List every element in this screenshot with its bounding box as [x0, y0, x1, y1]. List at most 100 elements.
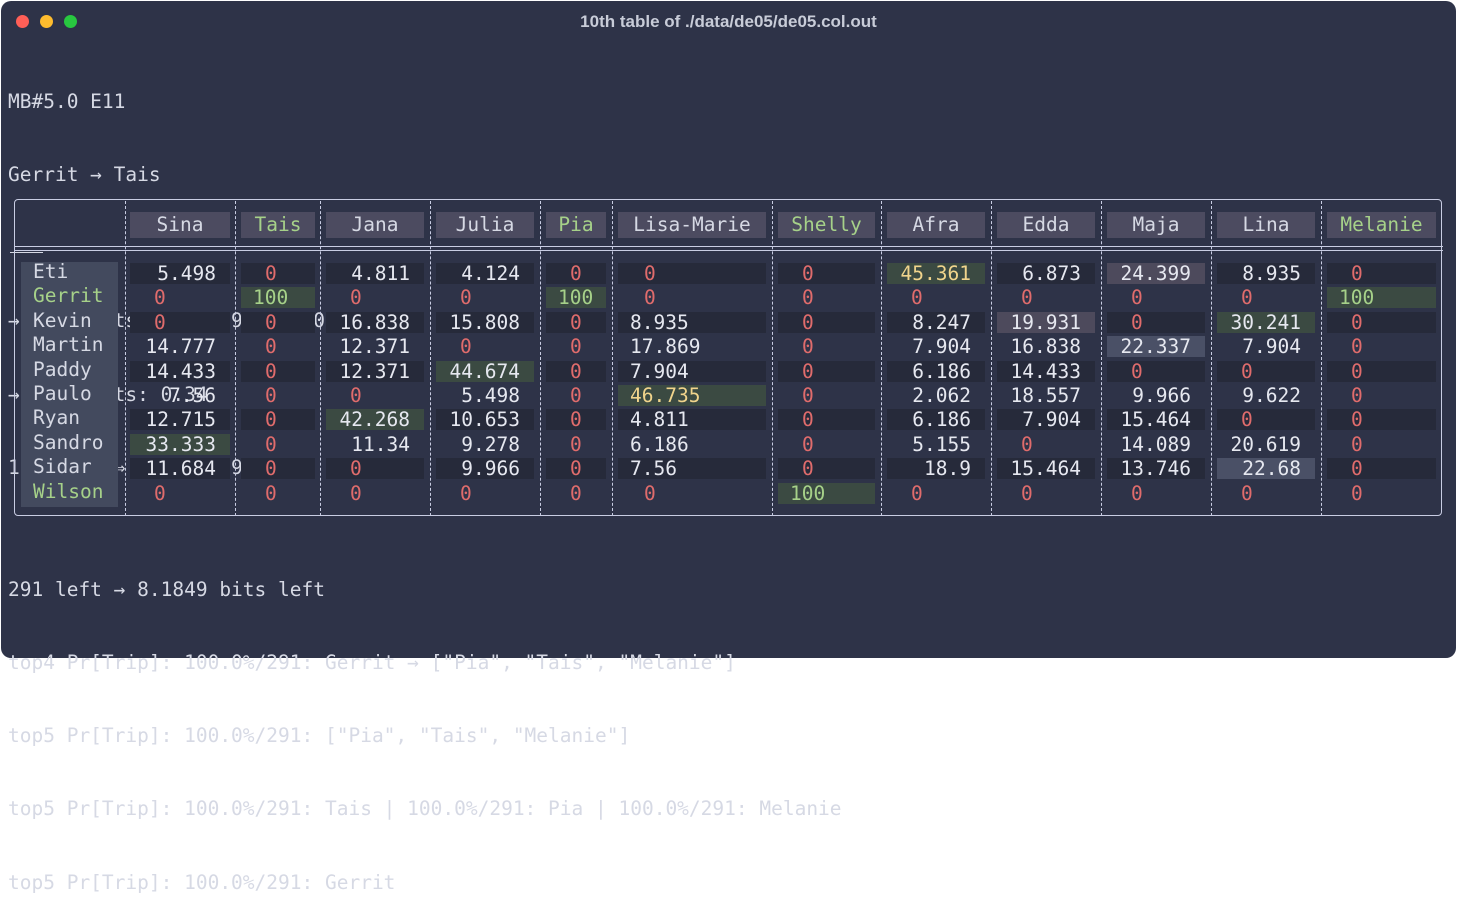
table-cell: 0: [241, 311, 315, 333]
table-cell: 7.56: [169, 384, 216, 407]
row-label: Wilson: [33, 479, 104, 503]
table-cell: 0: [350, 384, 362, 407]
column-divider: [881, 201, 882, 516]
table-cell: 0: [326, 458, 424, 480]
table-cell: 0: [778, 458, 875, 480]
table-cell: 0: [241, 458, 315, 480]
table-cell: 14.433: [130, 360, 230, 382]
table-cell: 0: [154, 481, 166, 505]
table-cell: 0: [1021, 432, 1033, 456]
row-label: Eti: [33, 260, 69, 283]
table-cell: 11.684: [130, 458, 230, 480]
table-cell: 0: [1021, 286, 1033, 310]
column-divider: [991, 201, 992, 516]
table-cell: 18.557: [1010, 384, 1081, 407]
table-cell: 0: [644, 481, 656, 505]
table-cell: 17.869: [630, 335, 701, 359]
close-button[interactable]: [16, 15, 29, 28]
column-header: Maja: [1107, 212, 1205, 238]
table-cell: 0: [802, 335, 814, 359]
table-cell: 30.241: [1217, 311, 1315, 333]
table-cell: 45.361: [887, 263, 985, 284]
header-rule: [15, 246, 1443, 247]
footer-line: top5 Pr[Trip]: 100.0%/291: Gerrit: [8, 870, 396, 894]
footer-line: 291 left → 8.1849 bits left: [8, 577, 325, 601]
table-cell: 0: [154, 286, 166, 310]
table-frame: [14, 199, 1442, 516]
column-header: Pia: [546, 212, 606, 238]
table-cell: 0: [1327, 458, 1436, 480]
table-cell: 0: [241, 263, 315, 284]
minimize-button[interactable]: [40, 15, 53, 28]
table-cell: 6.186: [887, 360, 985, 382]
table-cell: 2.062: [912, 384, 971, 407]
column-divider: [235, 201, 236, 516]
table-cell: 0: [265, 432, 277, 456]
table-cell: 100: [1327, 287, 1436, 309]
table-cell: 24.399: [1107, 263, 1205, 284]
table-cell: 0: [1327, 360, 1436, 382]
table-cell: 0: [265, 335, 277, 359]
table-cell: 0: [265, 384, 277, 407]
column-header: Melanie: [1327, 212, 1436, 238]
table-cell: 4.124: [436, 263, 534, 284]
column-divider: [1321, 201, 1322, 516]
table-cell: 9.966: [1132, 384, 1191, 407]
row-label: Ryan: [33, 406, 80, 430]
table-cell: 0: [570, 384, 582, 407]
table-cell: 0: [1021, 481, 1033, 505]
table-cell: 42.268: [326, 409, 424, 431]
table-cell: 0: [1131, 481, 1143, 505]
maximize-button[interactable]: [64, 15, 77, 28]
table-cell: 14.089: [1120, 432, 1191, 456]
table-cell: 7.904: [912, 335, 971, 359]
table-cell: 12.371: [339, 335, 410, 359]
table-cell: 0: [546, 311, 606, 333]
footer-line: top5 Pr[Trip]: 100.0%/291: ["Pia", "Tais…: [8, 724, 631, 748]
table-cell: 0: [1351, 335, 1363, 359]
column-divider: [772, 201, 773, 516]
table-cell: 0: [1217, 409, 1315, 431]
table-cell: 0: [570, 481, 582, 505]
table-cell: 0: [1327, 409, 1436, 431]
table-cell: 0: [1241, 286, 1253, 310]
column-divider: [125, 201, 126, 516]
table-cell: 5.155: [912, 432, 971, 456]
column-header: Shelly: [778, 212, 875, 238]
table-cell: 33.333: [130, 433, 230, 455]
table-cell: 5.498: [130, 263, 230, 284]
table-cell: 0: [570, 432, 582, 456]
table-cell: 0: [546, 263, 606, 284]
row-name-panel: [21, 262, 118, 507]
table-cell: 100: [241, 287, 315, 309]
table-cell: 0: [802, 384, 814, 407]
table-cell: 9.622: [1242, 384, 1301, 407]
table-cell: 0: [130, 311, 230, 333]
table-cell: 0: [1217, 360, 1315, 382]
column-divider: [540, 201, 541, 516]
header-line: MB#5.0 E11: [8, 89, 126, 113]
table-cell: 0: [350, 481, 362, 505]
table-cell: 14.777: [145, 335, 216, 359]
table-cell: 0: [618, 263, 766, 284]
table-cell: 7.904: [997, 409, 1095, 431]
footer-output: 291 left → 8.1849 bits left top4 Pr[Trip…: [8, 529, 842, 920]
table-cell: 0: [778, 311, 875, 333]
table-cell: 44.674: [436, 360, 534, 382]
row-label: Kevin: [33, 308, 92, 332]
table-cell: 7.904: [618, 360, 766, 382]
column-divider: [1211, 201, 1212, 516]
table-cell: 0: [1351, 384, 1363, 407]
table-cell: 22.337: [1107, 336, 1205, 358]
table-cell: 6.186: [887, 409, 985, 431]
table-cell: 0: [644, 286, 656, 310]
table-cell: 6.873: [997, 263, 1095, 284]
table-cell: 5.498: [461, 384, 520, 407]
table-cell: 0: [778, 360, 875, 382]
table-cell: 14.433: [997, 360, 1095, 382]
table-cell: 12.371: [326, 360, 424, 382]
table-cell: 0: [1327, 311, 1436, 333]
table-cell: 8.247: [887, 311, 985, 333]
table-cell: 7.56: [618, 458, 766, 480]
separator-rule: [8, 236, 372, 260]
